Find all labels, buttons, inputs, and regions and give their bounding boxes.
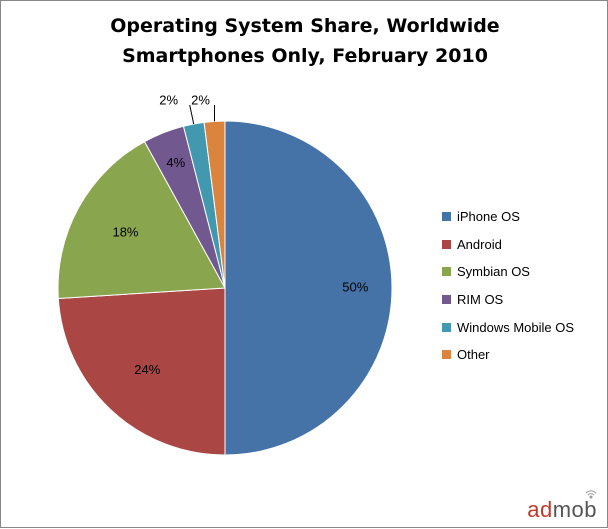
legend-swatch	[442, 295, 451, 305]
leader-line-windows-mobile-os	[189, 104, 195, 125]
legend-swatch	[442, 322, 451, 332]
slice-label-other: 2%	[191, 92, 210, 107]
legend-item-iphone-os: iPhone OS	[442, 203, 574, 231]
legend-label: Windows Mobile OS	[457, 319, 575, 335]
chart-title-block: Operating System Share, Worldwide Smartp…	[1, 11, 608, 71]
slice-label-iphone-os: 50%	[342, 279, 368, 294]
slice-label-windows-mobile-os: 2%	[159, 92, 178, 107]
admob-logo-mob: mob	[552, 497, 597, 522]
legend-swatch	[442, 267, 451, 277]
legend-label: iPhone OS	[457, 209, 520, 225]
slice-label-android: 24%	[134, 362, 160, 377]
legend-label: Android	[457, 236, 502, 252]
chart-title: Operating System Share, Worldwide	[110, 15, 500, 37]
slice-label-rim-os: 4%	[166, 155, 185, 170]
legend-swatch	[442, 239, 451, 249]
legend-label: Symbian OS	[457, 264, 530, 280]
pie-slice-iphone-os	[224, 120, 393, 456]
legend-item-windows-mobile-os: Windows Mobile OS	[442, 313, 574, 341]
legend-swatch	[442, 350, 451, 360]
admob-logo: admob	[527, 490, 597, 523]
legend-item-symbian-os: Symbian OS	[442, 258, 574, 286]
signal-icon	[585, 490, 597, 499]
legend-item-rim-os: RIM OS	[442, 286, 574, 314]
pie-slice-symbian-os	[57, 140, 226, 300]
slice-label-symbian-os: 18%	[112, 225, 138, 240]
legend-item-other: Other	[442, 341, 574, 369]
chart-legend: iPhone OS Android Symbian OS RIM OS Windows …	[442, 203, 574, 369]
legend-label: RIM OS	[457, 292, 504, 308]
admob-logo-ad: ad	[527, 497, 553, 522]
legend-label: Other	[457, 347, 490, 363]
pie-slice-other	[203, 120, 226, 289]
legend-swatch	[442, 212, 451, 222]
pie-slice-android	[57, 287, 226, 456]
legend-item-android: Android	[442, 231, 574, 259]
chart-subtitle: Smartphones Only, February 2010	[122, 45, 488, 67]
